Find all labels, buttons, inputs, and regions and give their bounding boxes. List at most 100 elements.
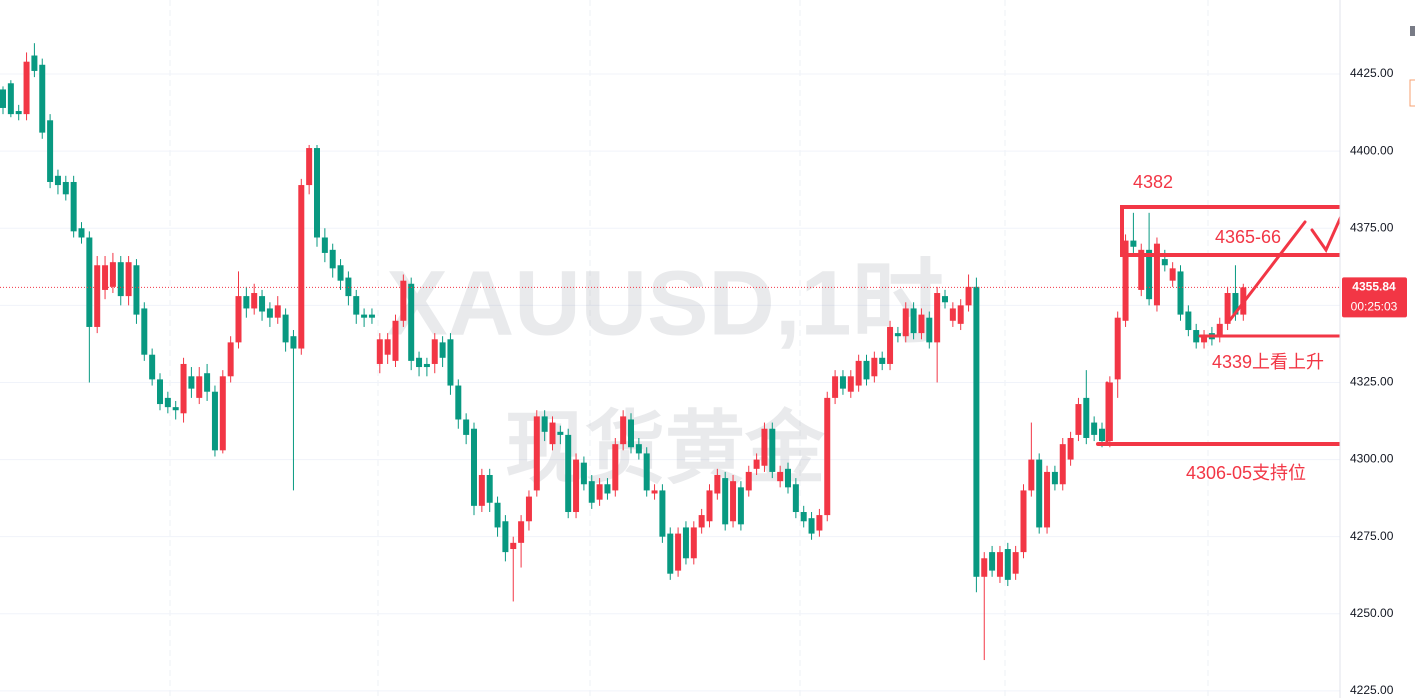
candle-body xyxy=(910,308,917,334)
candle-body xyxy=(329,249,336,269)
candle-body xyxy=(1138,249,1145,290)
candle-body xyxy=(149,354,156,380)
candle-body xyxy=(1106,382,1113,442)
candle-body xyxy=(792,484,799,513)
candle-body xyxy=(1146,249,1153,300)
candle-body xyxy=(918,314,925,334)
candle-body xyxy=(1122,240,1129,321)
candle-body xyxy=(86,237,93,327)
candle-body xyxy=(934,293,941,343)
candle-body xyxy=(23,61,30,115)
candle-body xyxy=(573,459,580,513)
candle-body xyxy=(698,515,705,528)
candle-body xyxy=(1028,459,1035,491)
y-tick-label: 4250.00 xyxy=(1350,606,1394,620)
candle-body xyxy=(1091,422,1098,435)
candle-body xyxy=(47,120,54,182)
candle-body xyxy=(1083,397,1090,438)
candle-body xyxy=(392,320,399,361)
candle-body xyxy=(1004,549,1011,580)
candle-body xyxy=(1201,336,1208,343)
candle-body xyxy=(400,280,407,321)
candle-body xyxy=(816,515,823,531)
y-tick-label: 4275.00 xyxy=(1350,529,1394,543)
candle-body xyxy=(368,314,375,318)
last-price-label: 4355.84 xyxy=(1352,280,1396,294)
candle-body xyxy=(620,416,627,445)
candle-body xyxy=(541,416,548,432)
candle-body xyxy=(596,484,603,500)
candle-body xyxy=(667,533,674,574)
candle-body xyxy=(455,385,462,420)
candle-body xyxy=(416,357,423,368)
candle-body xyxy=(463,419,470,435)
y-tick-label: 4225.00 xyxy=(1350,683,1394,697)
candle-body xyxy=(549,422,556,445)
candle-body xyxy=(157,379,163,405)
candle-body xyxy=(879,357,886,364)
candle-body xyxy=(989,552,996,571)
candle-body xyxy=(635,444,642,454)
candle-body xyxy=(15,111,22,115)
candle-body xyxy=(894,333,901,337)
candle-body xyxy=(439,342,446,358)
candle-body xyxy=(769,428,776,472)
candle-body xyxy=(847,376,854,392)
candle-body xyxy=(361,314,368,318)
candle-body xyxy=(808,518,815,534)
side-marker xyxy=(1410,26,1415,36)
candle-body xyxy=(745,471,752,491)
candle-body xyxy=(887,326,894,364)
candle-body xyxy=(557,431,564,435)
candle-body xyxy=(682,527,689,559)
candle-body xyxy=(188,376,195,389)
candle-body xyxy=(1161,259,1168,266)
y-tick-label: 4375.00 xyxy=(1350,220,1394,234)
annotation: 4339上看上升 xyxy=(1212,352,1324,372)
candle-body xyxy=(471,428,477,506)
candle-body xyxy=(651,490,658,494)
candles xyxy=(0,43,1247,661)
candle-body xyxy=(832,376,839,398)
candle-body xyxy=(580,462,587,485)
annotation: 4365-66 xyxy=(1215,227,1281,247)
candle-body xyxy=(266,308,273,318)
candle-body xyxy=(141,308,148,355)
candle-body xyxy=(824,397,831,516)
annotation: 4306-05支持位 xyxy=(1186,463,1306,483)
candle-body xyxy=(981,558,988,577)
candle-body xyxy=(518,521,525,543)
candle-body xyxy=(706,490,713,522)
candle-body xyxy=(376,339,383,364)
candle-body xyxy=(612,444,619,491)
candle-body xyxy=(675,533,682,571)
candle-body xyxy=(1075,404,1082,435)
candle-body xyxy=(737,487,744,525)
price-axis xyxy=(1340,0,1415,698)
candle-body xyxy=(965,286,972,306)
y-tick-label: 4425.00 xyxy=(1350,66,1394,80)
arrow-line xyxy=(1228,220,1307,322)
candle-body xyxy=(533,416,540,491)
candle-body xyxy=(180,363,187,414)
candle-body xyxy=(690,527,697,559)
candle-body xyxy=(1051,471,1058,485)
candle-body xyxy=(486,474,493,503)
candle-body xyxy=(227,342,234,377)
candle-body xyxy=(494,502,501,528)
candle-body xyxy=(39,64,46,133)
candle-body xyxy=(863,360,870,380)
candle-body xyxy=(1067,437,1074,460)
candle-body xyxy=(1224,293,1231,324)
candle-body xyxy=(942,296,948,303)
candle-body xyxy=(1232,293,1239,315)
candle-body xyxy=(31,55,38,71)
candle-body xyxy=(839,376,846,389)
candle-body xyxy=(423,363,430,368)
watermark: XAUUSD,1时 xyxy=(386,252,943,354)
candle-body xyxy=(1044,471,1051,528)
candle-body xyxy=(730,481,737,522)
candle-body xyxy=(1177,271,1184,315)
candle-body xyxy=(1114,317,1121,380)
